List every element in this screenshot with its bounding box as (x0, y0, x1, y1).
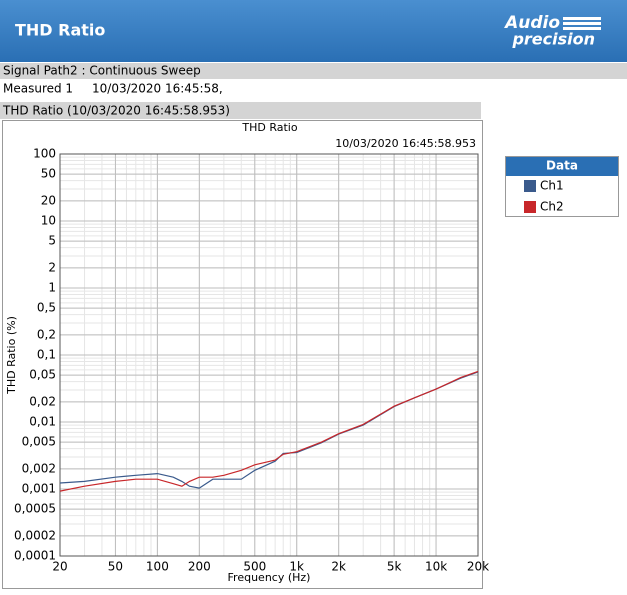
x-tick-label: 20 (52, 560, 67, 574)
y-tick-label: 10 (41, 214, 56, 228)
y-tick-label: 0,2 (37, 327, 56, 341)
header-title: THD Ratio (15, 21, 105, 40)
section-title: THD Ratio (10/03/2020 16:45:58.953) (2, 104, 230, 118)
legend-swatch (524, 180, 536, 192)
chart-title: THD Ratio (241, 121, 297, 134)
x-tick-label: 1k (289, 560, 304, 574)
series-line (59, 370, 479, 492)
y-tick-label: 0,01 (29, 415, 56, 429)
y-tick-label: 0,002 (22, 461, 56, 475)
y-tick-label: 0,0005 (14, 502, 56, 516)
legend-title: Data (546, 159, 578, 173)
y-tick-label: 0,0002 (14, 528, 56, 542)
y-tick-label: 0,005 (22, 435, 56, 449)
y-tick-label: 20 (41, 193, 56, 207)
logo-bars (563, 17, 601, 30)
y-tick-label: 50 (41, 167, 56, 181)
x-tick-label: 100 (146, 560, 169, 574)
plot-border (59, 153, 479, 557)
y-tick-label: 2 (48, 260, 56, 274)
x-tick-label: 20k (467, 560, 489, 574)
measured-label: Measured 1 (3, 82, 73, 96)
legend-header (506, 157, 618, 176)
legend-label: Ch2 (540, 200, 564, 214)
path-bar (0, 63, 627, 79)
x-axis-label: Frequency (Hz) (228, 571, 311, 584)
x-tick-label: 2k (331, 560, 346, 574)
timestamp: 10/03/2020 16:45:58.953 (335, 137, 476, 150)
section-bar (0, 102, 481, 119)
logo-text: Audio (503, 13, 560, 33)
y-tick-label: 0,0001 (14, 549, 56, 563)
x-tick-label: 50 (108, 560, 123, 574)
signal-path: Signal Path2 : Continuous Sweep (3, 64, 201, 78)
y-tick-label: 0,001 (22, 482, 56, 496)
x-tick-label: 5k (387, 560, 402, 574)
legend-label: Ch1 (540, 179, 564, 193)
logo-text: precision (511, 30, 595, 49)
header-band (0, 0, 627, 62)
y-axis-label: THD Ratio (%) (5, 316, 18, 395)
x-tick-label: 10k (425, 560, 447, 574)
x-tick-label: 500 (243, 560, 266, 574)
y-tick-label: 5 (48, 234, 56, 248)
measured-time: 10/03/2020 16:45:58, (92, 82, 223, 96)
y-tick-label: 0,1 (37, 348, 56, 362)
y-tick-label: 0,5 (37, 301, 56, 315)
legend-swatch (524, 201, 536, 213)
x-tick-label: 200 (188, 560, 211, 574)
y-tick-label: 0,05 (29, 368, 56, 382)
chart-frame (2, 120, 483, 589)
y-tick-label: 1 (48, 281, 56, 295)
y-tick-label: 100 (33, 147, 56, 161)
y-tick-label: 0,02 (29, 394, 56, 408)
